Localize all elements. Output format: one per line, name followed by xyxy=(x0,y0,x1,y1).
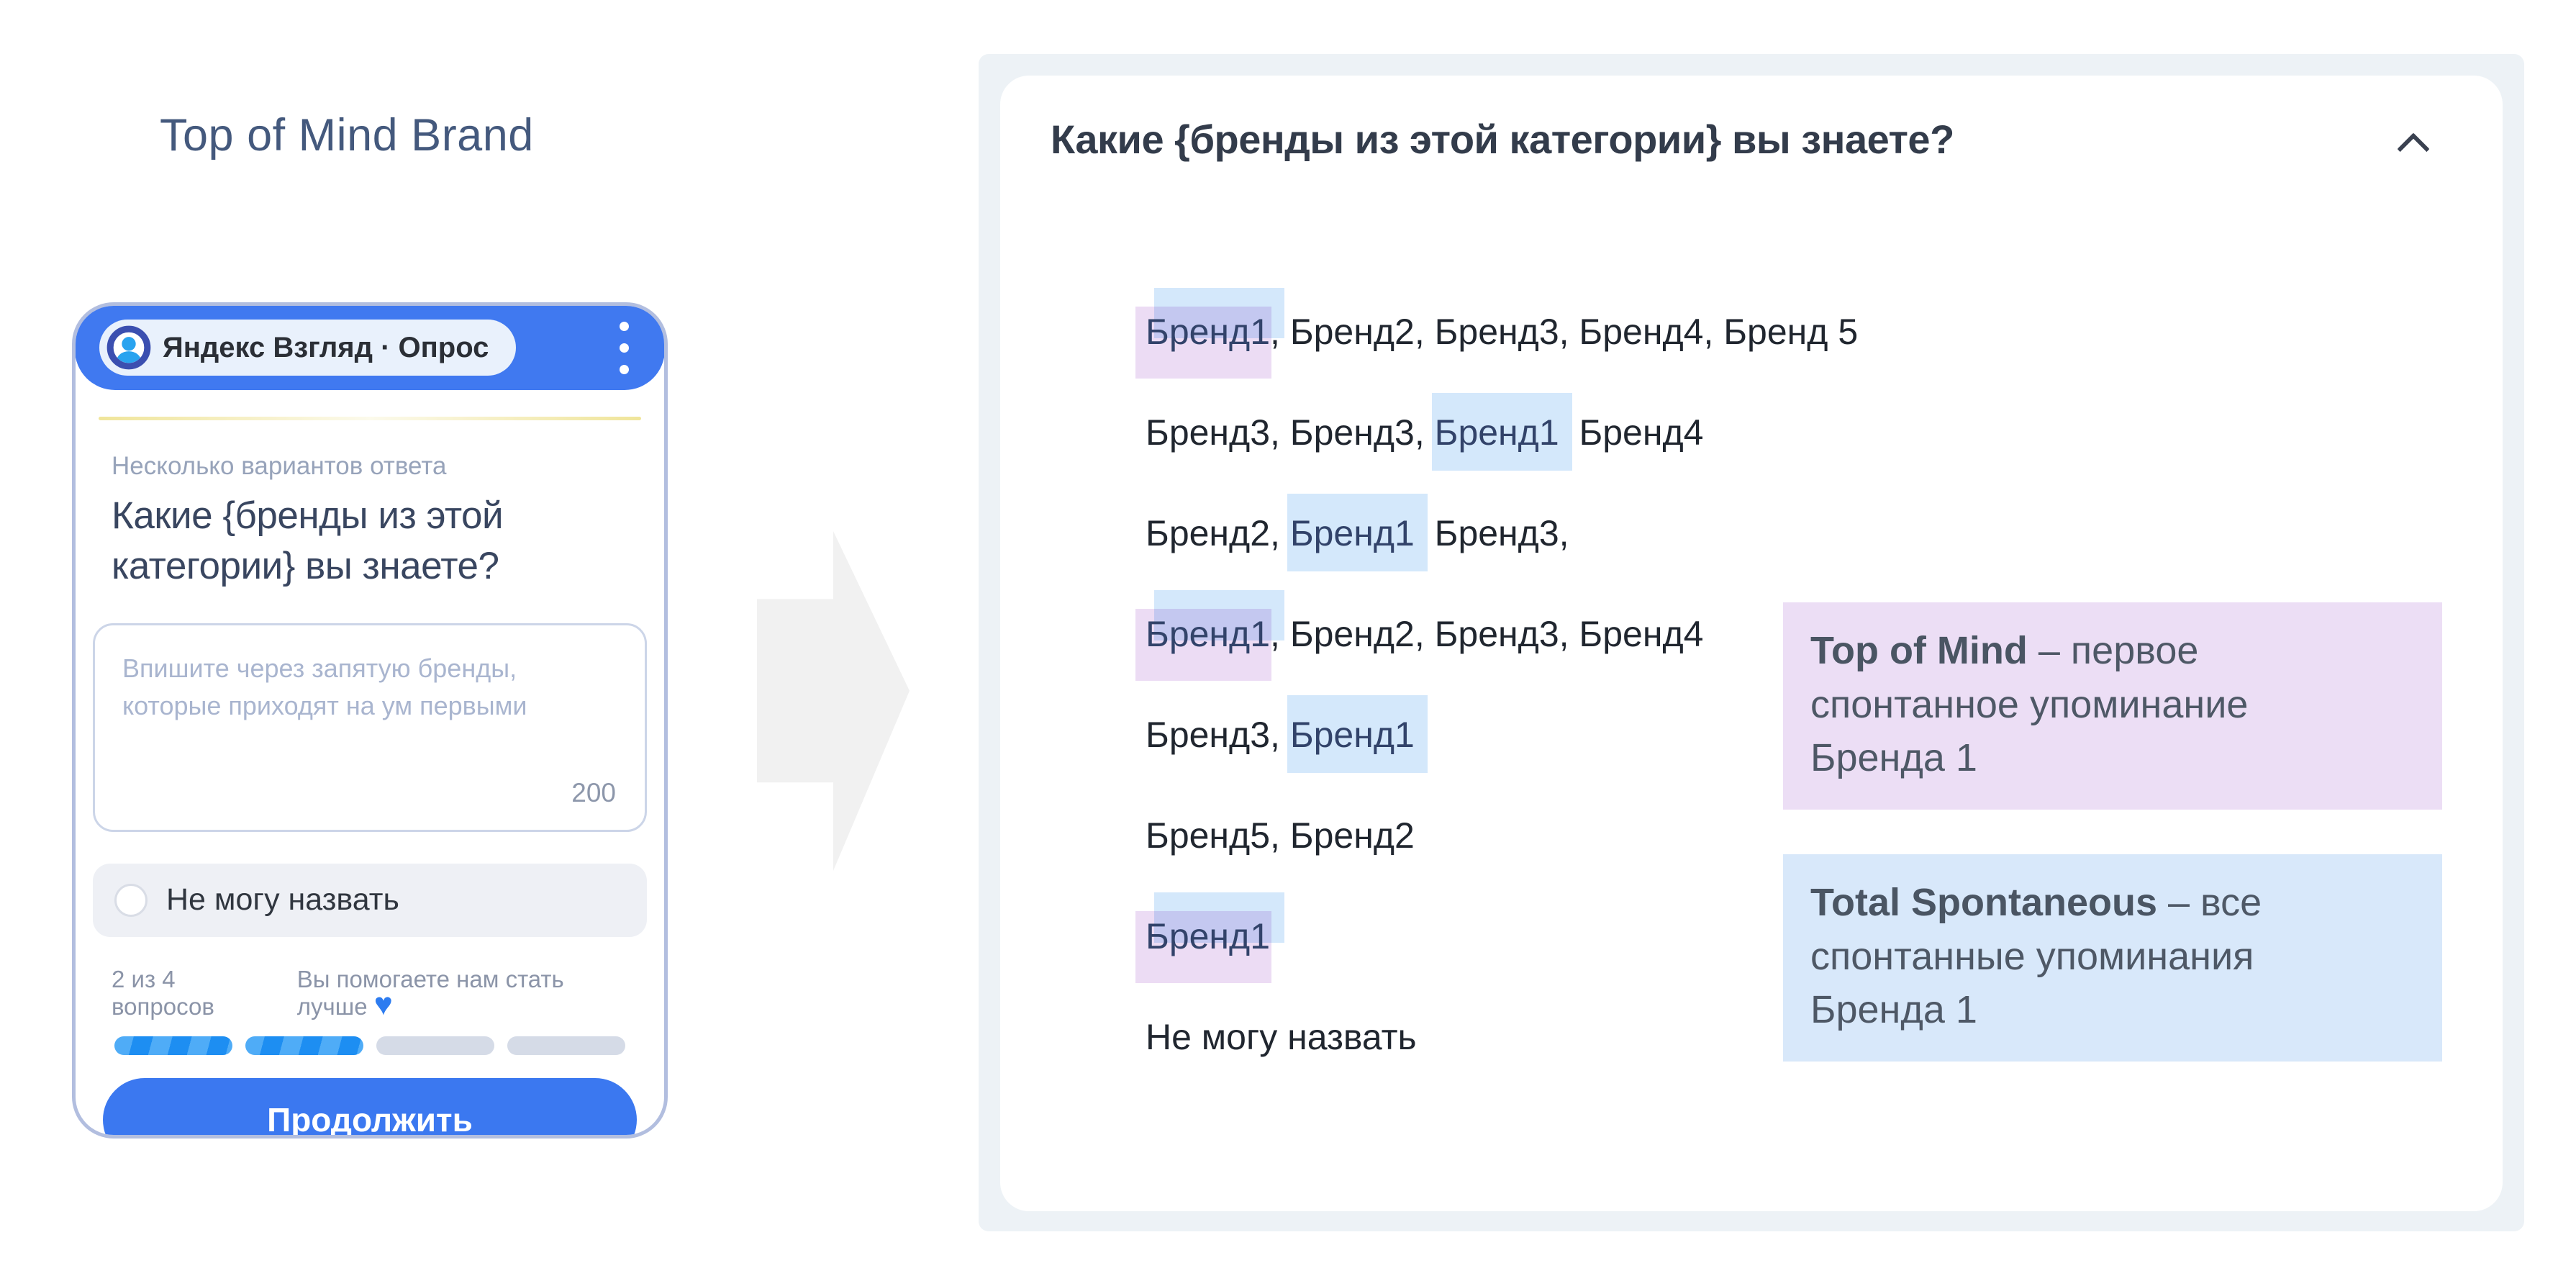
response-row: Бренд1 xyxy=(1135,886,1858,987)
progress-segment xyxy=(376,1036,494,1055)
response-row: Бренд3, Бренд1 xyxy=(1146,684,1858,785)
cant-name-label: Не могу назвать xyxy=(166,882,399,918)
timer-divider xyxy=(99,417,641,420)
response-text: , Бренд2, Бренд3, Бренд4, Бренд 5 xyxy=(1270,312,1859,352)
progress-bar xyxy=(114,1036,625,1055)
app-brand-name: Яндекс Взгляд · Опрос xyxy=(163,331,489,363)
survey-phone-mockup: Яндекс Взгляд · Опрос Несколько варианто… xyxy=(72,302,668,1139)
question-type-label: Несколько вариантов ответа xyxy=(112,452,447,480)
response-row: Не могу назвать xyxy=(1146,987,1858,1087)
answer-textarea[interactable]: Впишите через запятую бренды, которые пр… xyxy=(93,623,647,832)
progress-segment xyxy=(507,1036,625,1055)
response-row: Бренд1, Бренд2, Бренд3, Бренд4 xyxy=(1135,584,1858,684)
collapse-chevron-icon[interactable] xyxy=(2400,132,2425,156)
continue-button[interactable]: Продолжить xyxy=(103,1077,637,1135)
yandex-vzglyad-logo-icon xyxy=(106,325,151,370)
page-title: Top of Mind Brand xyxy=(160,110,534,160)
brand1-highlight-both: Бренд1 xyxy=(1135,892,1285,983)
brand1-highlight-both: Бренд1 xyxy=(1135,288,1285,379)
survey-question: Какие {бренды из этой категории} вы знае… xyxy=(112,494,504,587)
note-text: – первое спонтанное упоминание Бренда 1 xyxy=(1810,629,2249,780)
response-text: Бренд5, Бренд2 xyxy=(1146,815,1415,856)
top-of-mind-note: Top of Mind – первое спонтанное упоминан… xyxy=(1783,602,2442,810)
progress-meta-row: 2 из 4 вопросов Вы помогаете нам стать л… xyxy=(112,966,628,1020)
note-term: Top of Mind xyxy=(1810,629,2028,672)
response-row: Бренд2, Бренд1, Бренд3, xyxy=(1146,483,1858,584)
response-text: Бренд3, Бренд3, xyxy=(1146,412,1435,453)
brand1-highlight-blue: Бренд1 xyxy=(1287,695,1428,773)
results-question-title: Какие {бренды из этой категории} вы знае… xyxy=(1051,117,1954,162)
progress-step-label: 2 из 4 вопросов xyxy=(112,965,214,1020)
app-brand-pill: Яндекс Взгляд · Опрос xyxy=(99,320,517,376)
total-spontaneous-note: Total Spontaneous – все спонтанные упоми… xyxy=(1783,854,2442,1062)
response-text: Не могу назвать xyxy=(1146,1017,1417,1057)
response-row: Бренд3, Бренд3, Бренд1, Бренд4 xyxy=(1146,382,1858,483)
brand1-highlight-both: Бренд1 xyxy=(1135,590,1285,681)
brand1-highlight-blue: Бренд1 xyxy=(1287,494,1428,571)
char-counter: 200 xyxy=(571,777,616,807)
textarea-placeholder: Впишите через запятую бренды, которые пр… xyxy=(122,653,527,721)
blue-heart-icon: ♥ xyxy=(373,986,393,1022)
cant-name-option[interactable]: Не могу назвать xyxy=(93,863,647,937)
results-card: Какие {бренды из этой категории} вы знае… xyxy=(1000,76,2503,1211)
response-text: , Бренд3, xyxy=(1414,513,1569,553)
note-text: – все спонтанные упоминания Бренда 1 xyxy=(1810,881,2262,1032)
note-term: Total Spontaneous xyxy=(1810,881,2157,924)
response-text: , Бренд2, Бренд3, Бренд4 xyxy=(1270,614,1704,654)
progress-segment xyxy=(114,1036,232,1055)
survey-body: Несколько вариантов ответа Какие {бренды… xyxy=(76,417,664,1135)
response-text: , Бренд4 xyxy=(1559,412,1704,453)
kebab-menu-icon[interactable] xyxy=(615,317,633,379)
response-text: Бренд3, xyxy=(1146,715,1290,755)
brand1-highlight-blue: Бренд1 xyxy=(1431,393,1572,471)
right-block-arrow-icon xyxy=(757,531,910,871)
radio-icon[interactable] xyxy=(114,883,148,917)
progress-segment xyxy=(245,1036,363,1055)
response-row: Бренд1, Бренд2, Бренд3, Бренд4, Бренд 5 xyxy=(1135,281,1859,382)
response-text: Бренд2, xyxy=(1146,513,1290,553)
response-row: Бренд5, Бренд2 xyxy=(1146,785,1858,886)
results-panel: Какие {бренды из этой категории} вы знае… xyxy=(979,54,2524,1231)
survey-app-header: Яндекс Взгляд · Опрос xyxy=(76,306,664,390)
progress-motivation: Вы помогаете нам стать лучше ♥ xyxy=(296,965,564,1022)
